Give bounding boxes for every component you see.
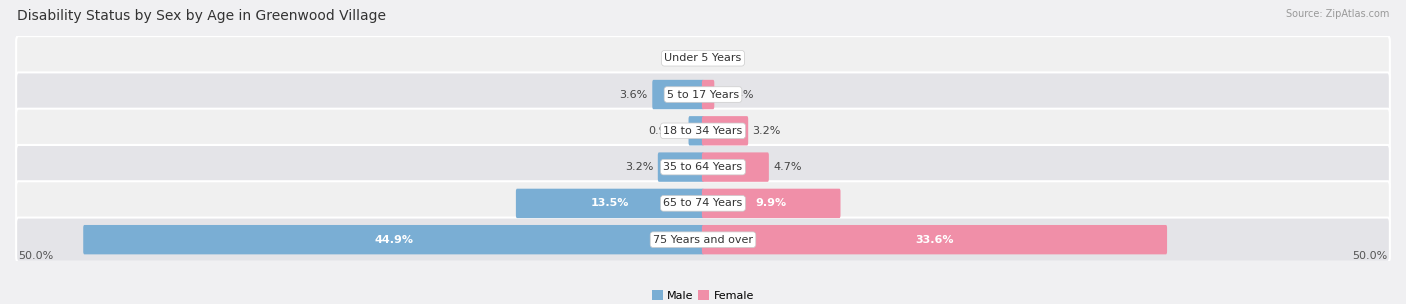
Text: 9.9%: 9.9% [755,199,787,208]
Text: 35 to 64 Years: 35 to 64 Years [664,162,742,172]
FancyBboxPatch shape [702,225,1167,254]
FancyBboxPatch shape [15,36,1391,80]
Text: 50.0%: 50.0% [1353,251,1388,261]
Text: 3.2%: 3.2% [752,126,780,136]
Text: Source: ZipAtlas.com: Source: ZipAtlas.com [1285,9,1389,19]
FancyBboxPatch shape [15,72,1391,117]
FancyBboxPatch shape [15,109,1391,153]
Text: 13.5%: 13.5% [591,199,628,208]
FancyBboxPatch shape [15,145,1391,189]
Text: 65 to 74 Years: 65 to 74 Years [664,199,742,208]
Text: 3.2%: 3.2% [626,162,654,172]
FancyBboxPatch shape [652,80,704,109]
Text: Under 5 Years: Under 5 Years [665,53,741,63]
Text: 75 Years and over: 75 Years and over [652,235,754,245]
FancyBboxPatch shape [516,189,704,218]
Text: 18 to 34 Years: 18 to 34 Years [664,126,742,136]
Text: 0.97%: 0.97% [648,126,685,136]
Text: 0.0%: 0.0% [709,53,737,63]
FancyBboxPatch shape [702,80,714,109]
Text: 0.74%: 0.74% [718,90,754,99]
Text: 3.6%: 3.6% [620,90,648,99]
Text: Disability Status by Sex by Age in Greenwood Village: Disability Status by Sex by Age in Green… [17,9,385,23]
Legend: Male, Female: Male, Female [647,286,759,304]
Text: 50.0%: 50.0% [18,251,53,261]
FancyBboxPatch shape [689,116,704,146]
Text: 33.6%: 33.6% [915,235,953,245]
Text: 44.9%: 44.9% [374,235,413,245]
FancyBboxPatch shape [658,152,704,182]
FancyBboxPatch shape [83,225,704,254]
Text: 4.7%: 4.7% [773,162,801,172]
FancyBboxPatch shape [15,218,1391,262]
Text: 0.0%: 0.0% [669,53,697,63]
Text: 5 to 17 Years: 5 to 17 Years [666,90,740,99]
FancyBboxPatch shape [15,181,1391,226]
FancyBboxPatch shape [702,152,769,182]
FancyBboxPatch shape [702,116,748,146]
FancyBboxPatch shape [702,189,841,218]
